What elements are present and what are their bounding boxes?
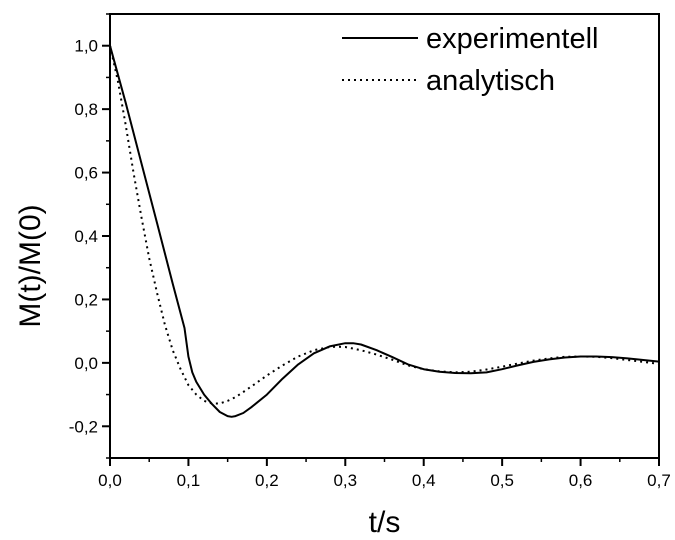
x-tick-label: 0,0	[98, 471, 122, 490]
x-tick-label: 0,3	[333, 471, 357, 490]
x-tick-label: 0,6	[569, 471, 593, 490]
y-tick-label: -0,2	[69, 417, 98, 436]
x-tick-label: 0,1	[177, 471, 201, 490]
x-tick-label: 0,5	[490, 471, 514, 490]
series-line-experimentell	[109, 45, 660, 418]
y-tick-label: 0,0	[74, 354, 98, 373]
y-tick-label: 0,4	[74, 227, 98, 246]
legend: experimentell analytisch	[342, 23, 598, 97]
y-axis: -0,2 0,0 0,2 0,4 0,6 0,8 1,0	[69, 13, 110, 459]
legend-label-analytisch: analytisch	[426, 65, 555, 97]
legend-label-experimentell: experimentell	[426, 23, 598, 55]
x-tick-label: 0,4	[412, 471, 436, 490]
x-tick-label: 0,7	[647, 471, 671, 490]
y-tick-label: 0,6	[74, 164, 98, 183]
y-axis-title: M(t)/M(0)	[14, 204, 47, 327]
x-axis: 0,0 0,1 0,2 0,3 0,4 0,5 0,6 0,7	[98, 458, 671, 490]
y-tick-label: 0,2	[74, 290, 98, 309]
x-tick-label: 0,2	[255, 471, 279, 490]
y-tick-label: 0,8	[74, 100, 98, 119]
x-axis-title: t/s	[369, 506, 401, 539]
y-tick-label: 1,0	[74, 37, 98, 56]
series-layer	[109, 45, 660, 418]
series-line-analytisch	[109, 45, 660, 405]
